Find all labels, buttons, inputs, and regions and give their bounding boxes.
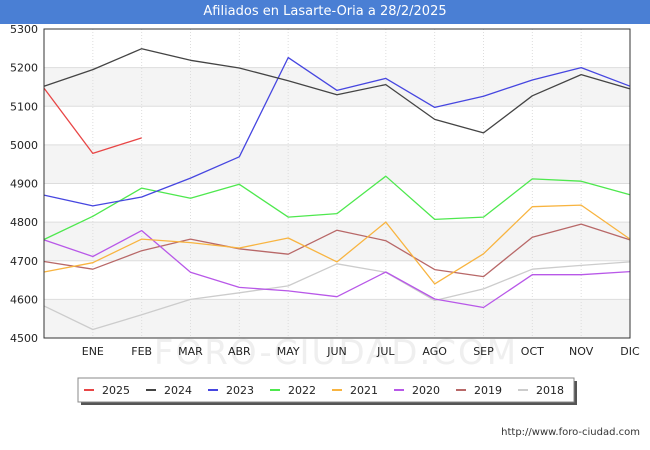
x-tick-label: ABR [228,345,251,358]
x-tick-label: MAY [277,345,300,358]
y-tick-label: 5000 [10,139,38,152]
y-tick-label: 4700 [10,255,38,268]
x-tick-label: NOV [569,345,594,358]
x-tick-label: SEP [473,345,494,358]
legend: 2025 2024 2023 2022 2021 2020 2019 2018 [77,377,577,405]
series-line-2023 [43,56,631,207]
legend-label-2019: 2019 [474,384,502,397]
y-tick-label: 4500 [10,332,38,345]
x-tick-label: OCT [521,345,544,358]
legend-label-2023: 2023 [226,384,254,397]
y-tick-label: 5300 [10,23,38,36]
x-tick-label: DIC [620,345,640,358]
series-line-2021 [43,204,631,285]
legend-label-2022: 2022 [288,384,316,397]
y-tick-label: 4900 [10,178,38,191]
legend-label-2020: 2020 [412,384,440,397]
axes: 4500 4600 4700 4800 4900 5000 5100 5200 5300 ENE F… [10,23,640,358]
x-tick-label: AGO [422,345,447,358]
source-url: http://www.foro-ciudad.com [501,427,640,438]
series-line-2022 [43,175,631,241]
x-tick-label: FEB [131,345,152,358]
series-line-2019 [43,223,631,278]
watermark: FORO-CIUDAD.COM [154,333,518,373]
y-tick-label: 4800 [10,216,38,229]
chart-title: Afiliados en Lasarte-Oria a 28/2/2025 [0,0,650,24]
legend-label-2021: 2021 [350,384,378,397]
x-tick-label: JUL [376,345,395,358]
x-tick-label: ENE [82,345,104,358]
y-tick-label: 5200 [10,62,38,75]
legend-label-2018: 2018 [536,384,564,397]
y-tick-label: 5100 [10,100,38,113]
series-line-2024 [43,48,631,134]
legend-label-2025: 2025 [102,384,130,397]
series-line-2020 [43,229,631,309]
x-tick-label: JUN [326,345,347,358]
x-tick-label: MAR [178,345,203,358]
series-line-2018 [43,261,631,331]
series-lines [43,48,631,331]
legend-box [77,377,575,403]
y-tick-label: 4600 [10,293,38,306]
series-line-2025 [43,87,142,155]
legend-label-2024: 2024 [164,384,192,397]
plot-frame [43,28,631,339]
